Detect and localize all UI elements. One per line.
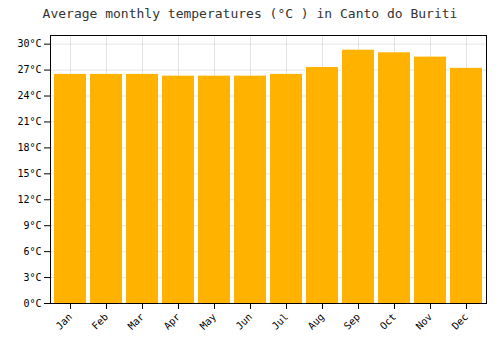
svg-text:12°C: 12°C [17, 194, 41, 205]
svg-text:Jan: Jan [54, 311, 75, 332]
svg-text:Sep: Sep [342, 311, 363, 332]
svg-text:0°C: 0°C [23, 298, 41, 309]
svg-text:6°C: 6°C [23, 246, 41, 257]
svg-text:Feb: Feb [90, 311, 111, 332]
svg-text:Jul: Jul [270, 311, 291, 332]
svg-text:9°C: 9°C [23, 220, 41, 231]
svg-text:Jun: Jun [234, 311, 255, 332]
svg-text:Oct: Oct [378, 311, 399, 332]
svg-text:18°C: 18°C [17, 142, 41, 153]
svg-text:Apr: Apr [162, 311, 183, 332]
svg-text:Dec: Dec [450, 311, 471, 332]
svg-text:3°C: 3°C [23, 272, 41, 283]
svg-text:15°C: 15°C [17, 168, 41, 179]
html-text:Average monthly temperatures (: Average monthly temperatures (°C ) in Ca… [42, 6, 458, 21]
svg-text:Mar: Mar [126, 311, 147, 332]
svg-text:21°C: 21°C [17, 116, 41, 127]
svg-text:May: May [198, 311, 219, 332]
svg-text:Nov: Nov [414, 311, 435, 332]
svg-text:30°C: 30°C [17, 38, 41, 49]
svg-text:24°C: 24°C [17, 90, 41, 101]
svg-text:27°C: 27°C [17, 64, 41, 75]
svg-text:Aug: Aug [306, 311, 327, 332]
